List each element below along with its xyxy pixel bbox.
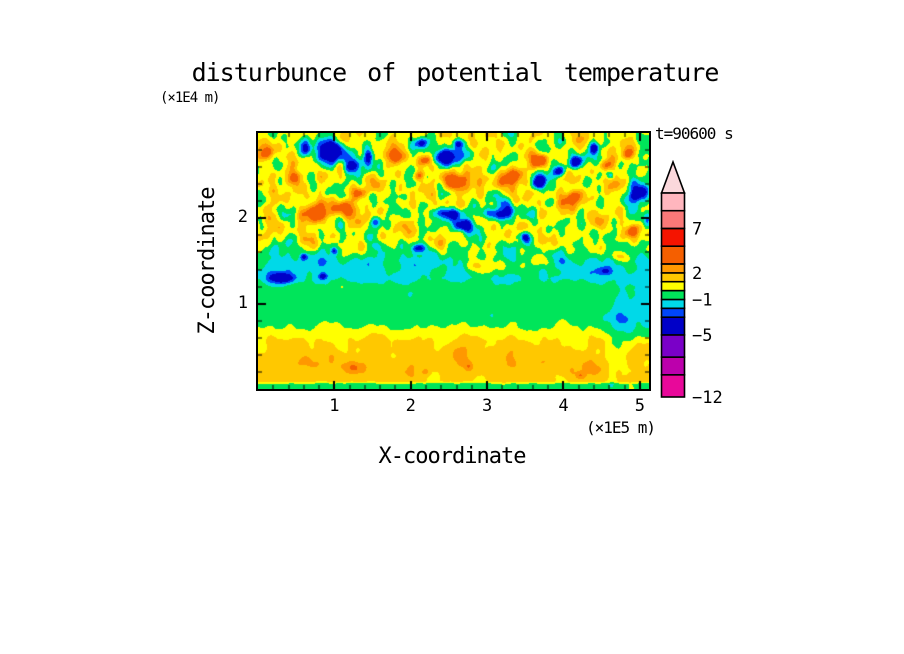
contour-field-canvas	[256, 131, 651, 391]
z-tick-label: 2	[237, 207, 248, 228]
x-tick-label: 3	[481, 396, 493, 416]
colorbar-segment	[660, 374, 686, 398]
time-label: t=90600 s	[655, 124, 734, 143]
z-tick-label: 1	[237, 292, 248, 313]
colorbar-segment	[660, 280, 686, 292]
colorbar-segment	[660, 272, 686, 283]
x-tick-label: 4	[558, 396, 569, 416]
colorbar-segment	[660, 263, 686, 274]
x-tick-label: 1	[329, 396, 340, 416]
colorbar-label: −5	[692, 326, 712, 346]
colorbar-label: 2	[692, 264, 702, 284]
chart-title: disturbunce of potential temperature	[191, 58, 720, 87]
colorbar-segment	[660, 289, 686, 301]
colorbar-segment	[660, 192, 686, 212]
colorbar-overflow-arrow	[660, 160, 686, 194]
colorbar-segment	[660, 356, 686, 376]
colorbar-segment	[660, 334, 686, 358]
colorbar-segment	[660, 245, 686, 265]
colorbar-segment	[660, 298, 686, 310]
z-axis-unit-label: (×1E4 m)	[160, 90, 220, 106]
x-axis-label: X-coordinate	[378, 444, 527, 469]
colorbar: 7 2 −1 −5 −12	[660, 160, 723, 408]
colorbar-label: −12	[692, 388, 723, 408]
colorbar-segment	[660, 227, 686, 248]
colorbar-segment	[660, 316, 686, 336]
x-tick-label: 5	[634, 396, 645, 416]
x-axis-unit-label: (×1E5 m)	[585, 418, 656, 437]
colorbar-segment	[660, 307, 686, 319]
colorbar-label: 7	[692, 220, 702, 240]
x-tick-label: 2	[405, 396, 416, 416]
colorbar-segment	[660, 209, 686, 230]
colorbar-label: −1	[692, 290, 712, 310]
z-axis-label: Z-coordinate	[195, 187, 220, 335]
